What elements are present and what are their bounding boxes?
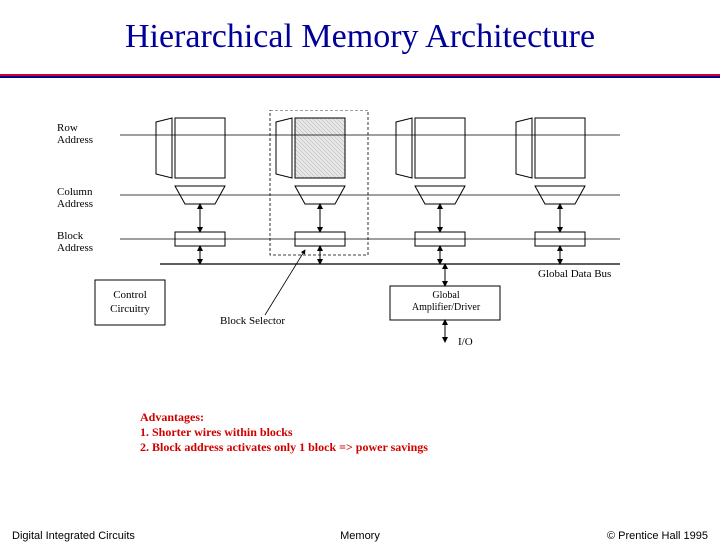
memory-block-0	[156, 118, 225, 264]
block-selector-pointer	[265, 250, 305, 315]
label-row-address: RowAddress	[57, 122, 93, 146]
advantages-heading: Advantages:	[140, 410, 204, 425]
memory-block-3	[516, 118, 585, 264]
label-column-address: ColumnAddress	[57, 186, 93, 210]
advantages-line1: 1. Shorter wires within blocks	[140, 425, 293, 440]
memory-block-1	[276, 118, 345, 264]
memory-block-2	[396, 118, 465, 264]
label-block-selector: Block Selector	[220, 315, 285, 327]
diagram-svg	[60, 110, 660, 370]
footer-right: © Prentice Hall 1995	[607, 530, 708, 542]
advantages-line2: 2. Block address activates only 1 block …	[140, 440, 428, 455]
label-block-address: BlockAddress	[57, 230, 93, 254]
label-global-bus: Global Data Bus	[538, 268, 611, 280]
label-control-circuitry: ControlCircuitry	[104, 288, 156, 316]
label-io: I/O	[458, 336, 473, 348]
slide-title: Hierarchical Memory Architecture	[0, 0, 720, 56]
title-rule	[0, 74, 720, 78]
architecture-diagram: RowAddress ColumnAddress BlockAddress Co…	[60, 110, 660, 430]
label-global-amp: GlobalAmplifier/Driver	[396, 290, 496, 314]
